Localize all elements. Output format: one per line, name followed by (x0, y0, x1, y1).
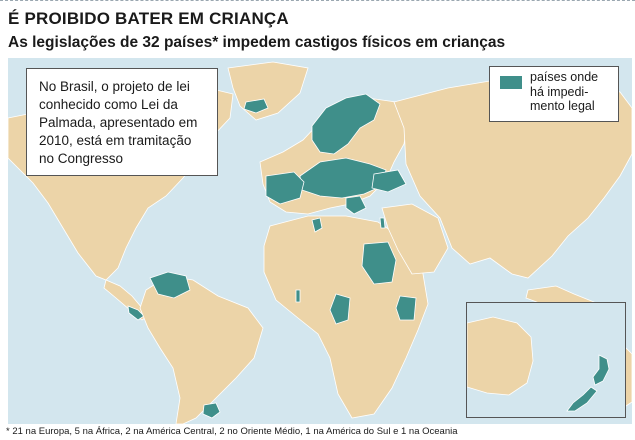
congo-ban-area (329, 293, 351, 325)
info-box-line: 2010, está em tramitação (39, 133, 192, 148)
togo-ban-area (295, 289, 301, 303)
new-zealand-inset (466, 302, 626, 418)
info-box-line: Palmada, apresentado em (39, 115, 198, 130)
south-sudan-ban-area (361, 241, 397, 285)
map-subtitle: As legislações de 32 países* impedem cas… (8, 34, 506, 51)
greece-ban-area (345, 195, 367, 215)
new-zealand-south-ban-area (566, 386, 598, 412)
map-legend: países onde há impedi- mento legal (489, 66, 619, 122)
tunisia-ban-area (311, 217, 323, 233)
new-zealand-north-ban-area (592, 354, 610, 386)
iceland-ban-area (243, 98, 269, 114)
legend-swatch (500, 76, 522, 89)
new-zealand-inset-svg (467, 316, 610, 412)
world-map: No Brasil, o projeto de lei conhecido co… (8, 58, 632, 424)
middle-east-land (381, 203, 449, 275)
map-title: É PROIBIDO BATER EM CRIANÇA (8, 9, 289, 28)
south-america-land (139, 275, 264, 424)
legend-label-line: mento legal (530, 99, 595, 113)
iberia-ban-area (265, 171, 305, 205)
footnote: * 21 na Europa, 5 na África, 2 na Améric… (6, 426, 458, 437)
ukraine-ban-area (371, 169, 407, 193)
kenya-ban-area (395, 295, 417, 321)
top-dashed-rule (0, 0, 635, 1)
greenland-land (227, 61, 309, 121)
australia-inset-land (467, 316, 534, 396)
scandinavia-ban-area (311, 93, 381, 155)
info-box-line: conhecido como Lei da (39, 97, 178, 112)
legend-label: países onde há impedi- mento legal (530, 70, 616, 114)
uruguay-ban-area (202, 402, 221, 419)
venezuela-ban-area (149, 271, 191, 299)
legend-label-line: há impedi- (530, 84, 589, 99)
info-box-line: no Congresso (39, 151, 124, 166)
israel-ban-area (379, 217, 386, 229)
brazil-info-box: No Brasil, o projeto de lei conhecido co… (26, 68, 218, 176)
central-america-ban-area (127, 305, 145, 321)
legend-label-line: países onde (530, 70, 599, 84)
info-box-line: No Brasil, o projeto de lei (39, 79, 190, 94)
